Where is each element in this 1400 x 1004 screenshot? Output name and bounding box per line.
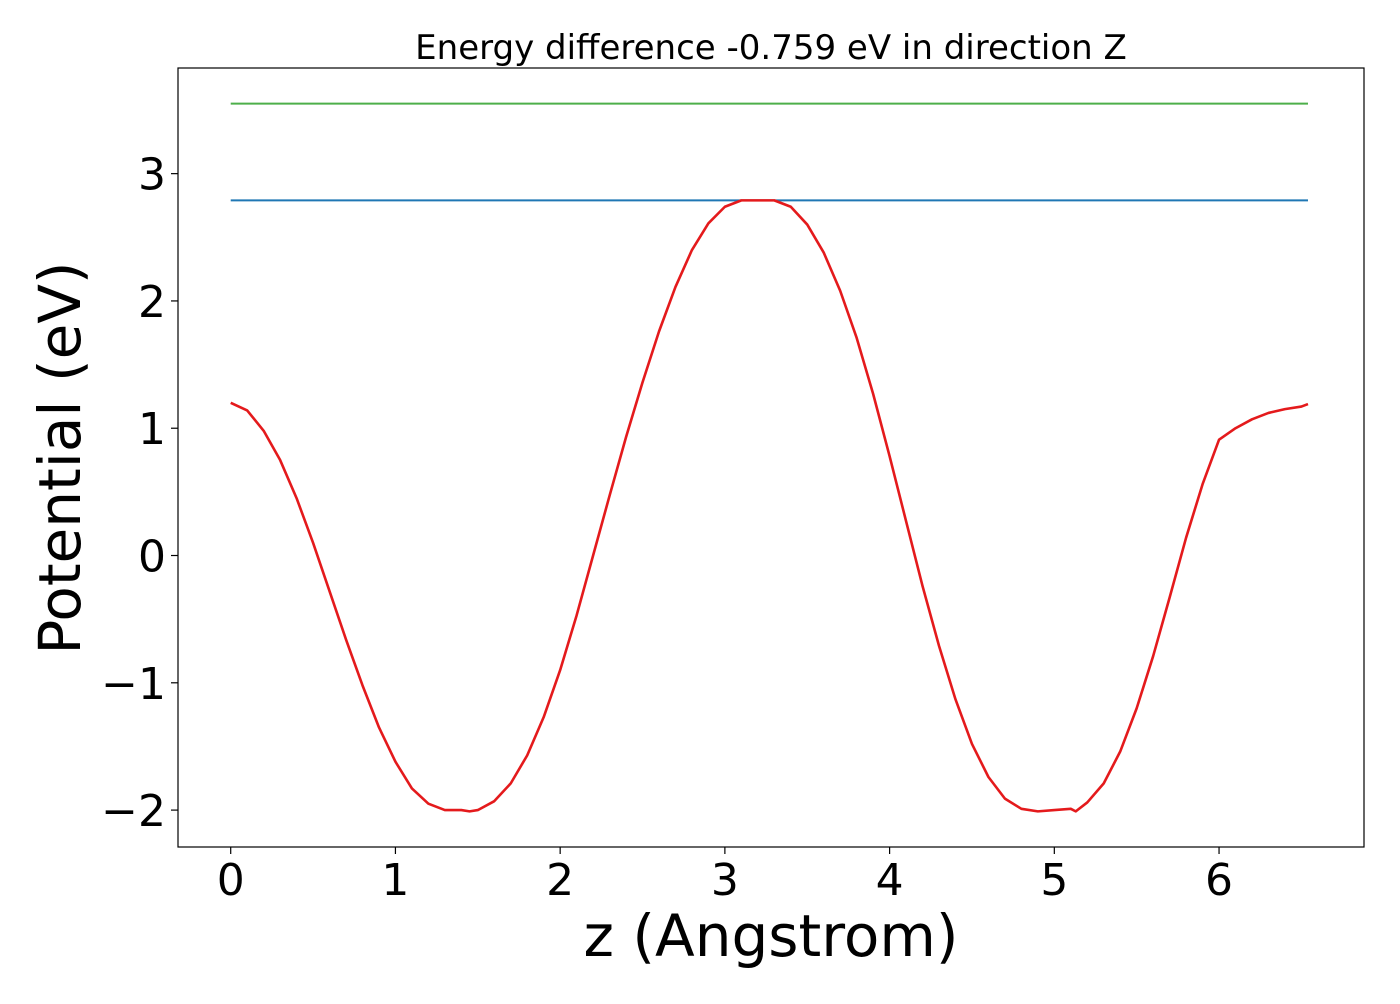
- x-tick-label: 0: [217, 855, 245, 906]
- y-axis-label: Potential (eV): [26, 261, 94, 654]
- y-tick-label: −1: [101, 659, 166, 710]
- y-tick-label: 2: [138, 277, 166, 328]
- y-axis-ticks: −2 −1 0 1 2 3: [101, 150, 178, 837]
- chart-title: Energy difference -0.759 eV in direction…: [415, 28, 1127, 68]
- x-tick-label: 2: [546, 855, 574, 906]
- series-line-potential: [230, 199, 1309, 813]
- y-tick-label: 0: [138, 532, 166, 583]
- x-tick-label: 4: [876, 855, 904, 906]
- y-tick-label: 1: [138, 404, 166, 455]
- x-axis-label: z (Angstrom): [584, 902, 959, 970]
- x-axis-ticks: 0 1 2 3 4 5 6: [217, 847, 1233, 906]
- y-tick-label: −2: [101, 786, 166, 837]
- x-tick-label: 1: [381, 855, 409, 906]
- y-tick-label: 3: [138, 150, 166, 201]
- plot-area: [230, 102, 1309, 813]
- x-tick-label: 5: [1040, 855, 1068, 906]
- x-tick-label: 3: [711, 855, 739, 906]
- axes-frame: [177, 67, 1365, 848]
- x-tick-label: 6: [1205, 855, 1233, 906]
